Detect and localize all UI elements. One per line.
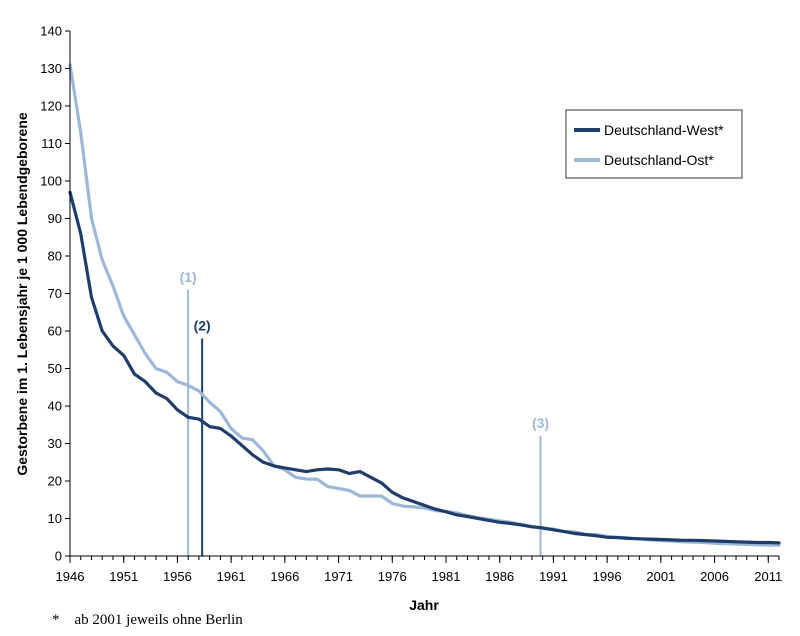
y-tick-label: 80 [48,249,62,264]
x-tick-label: 2006 [700,569,729,584]
y-tick-label: 10 [48,511,62,526]
x-tick-label: 1991 [539,569,568,584]
x-tick-label: 1966 [270,569,299,584]
x-tick-label: 1961 [217,569,246,584]
x-tick-label: 1996 [593,569,622,584]
y-tick-label: 30 [48,436,62,451]
legend: Deutschland-West* Deutschland-Ost* [565,109,743,179]
annotation-markers: (1) (2) (3) [180,269,549,556]
x-tick-labels: 1946 1951 1956 1961 1966 1971 1976 1981 1986 1991… [56,556,782,584]
y-tick-label: 120 [40,99,62,114]
footnote: * ab 2001 jeweils ohne Berlin [52,612,243,628]
annotation-label: (3) [532,415,549,431]
y-tick-label: 0 [55,549,62,564]
y-tick-label: 50 [48,361,62,376]
legend-box [565,109,743,179]
legend-label-west: Deutschland-West* [604,122,724,138]
x-tick-label: 1971 [324,569,353,584]
x-axis-title: Jahr [409,597,439,613]
y-tick-label: 90 [48,211,62,226]
x-tick-label: 1986 [485,569,514,584]
x-tick-label: 1951 [109,569,138,584]
y-tick-label: 20 [48,474,62,489]
x-tick-label: 1981 [432,569,461,584]
y-tick-labels: 0 10 20 30 40 50 60 70 80 90 100 110 120 130 140 [40,24,70,564]
y-tick-label: 60 [48,324,62,339]
x-tick-label: 1956 [163,569,192,584]
x-tick-label: 1976 [378,569,407,584]
x-tick-label: 1946 [56,569,85,584]
y-tick-label: 110 [41,136,62,151]
annotation-label: (2) [194,318,211,334]
x-tick-label: 2001 [646,569,675,584]
y-tick-label: 40 [48,399,62,414]
x-tick-label: 2011 [754,569,782,584]
plot-lines [68,63,781,547]
series-line [68,190,781,545]
y-tick-label: 140 [40,24,62,39]
annotation-label: (1) [180,269,197,285]
y-tick-label: 100 [40,174,62,189]
legend-label-ost: Deutschland-Ost* [604,152,714,168]
y-axis-title: Gestorbene im 1. Lebensjahr je 1 000 Leb… [14,112,30,476]
y-tick-label: 70 [48,286,62,301]
y-tick-label: 130 [40,61,62,76]
